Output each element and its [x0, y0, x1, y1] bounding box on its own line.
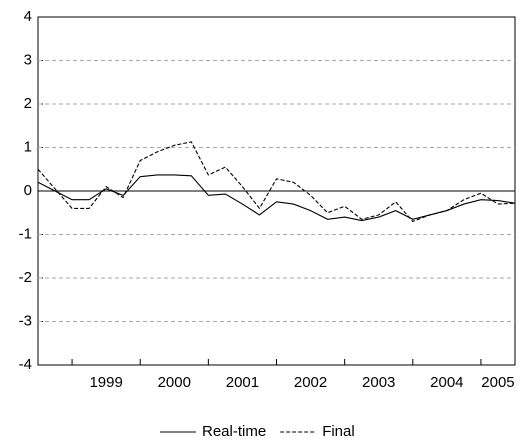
- x-tick-label: 2000: [158, 374, 191, 391]
- y-tick-label: -1: [19, 225, 32, 242]
- y-tick-label: 3: [24, 51, 32, 68]
- y-tick-label: 1: [24, 138, 32, 155]
- legend-label: Real-time: [202, 423, 266, 440]
- x-tick-label: 1999: [89, 374, 122, 391]
- x-tick-label: 2001: [226, 374, 259, 391]
- y-tick-label: 0: [24, 182, 32, 199]
- x-tick-label: 2003: [362, 374, 395, 391]
- y-tick-label: -2: [19, 269, 32, 286]
- x-tick-label: 2004: [430, 374, 463, 391]
- y-tick-label: -3: [19, 312, 32, 329]
- y-tick-label: 4: [24, 8, 32, 25]
- series-line: [37, 141, 516, 223]
- x-tick-label: 2002: [294, 374, 327, 391]
- x-tick-label: 2005: [481, 374, 514, 391]
- legend-label: Final: [322, 423, 355, 440]
- series-line: [37, 174, 516, 222]
- y-tick-label: 2: [24, 95, 32, 112]
- y-tick-label: -4: [19, 356, 32, 373]
